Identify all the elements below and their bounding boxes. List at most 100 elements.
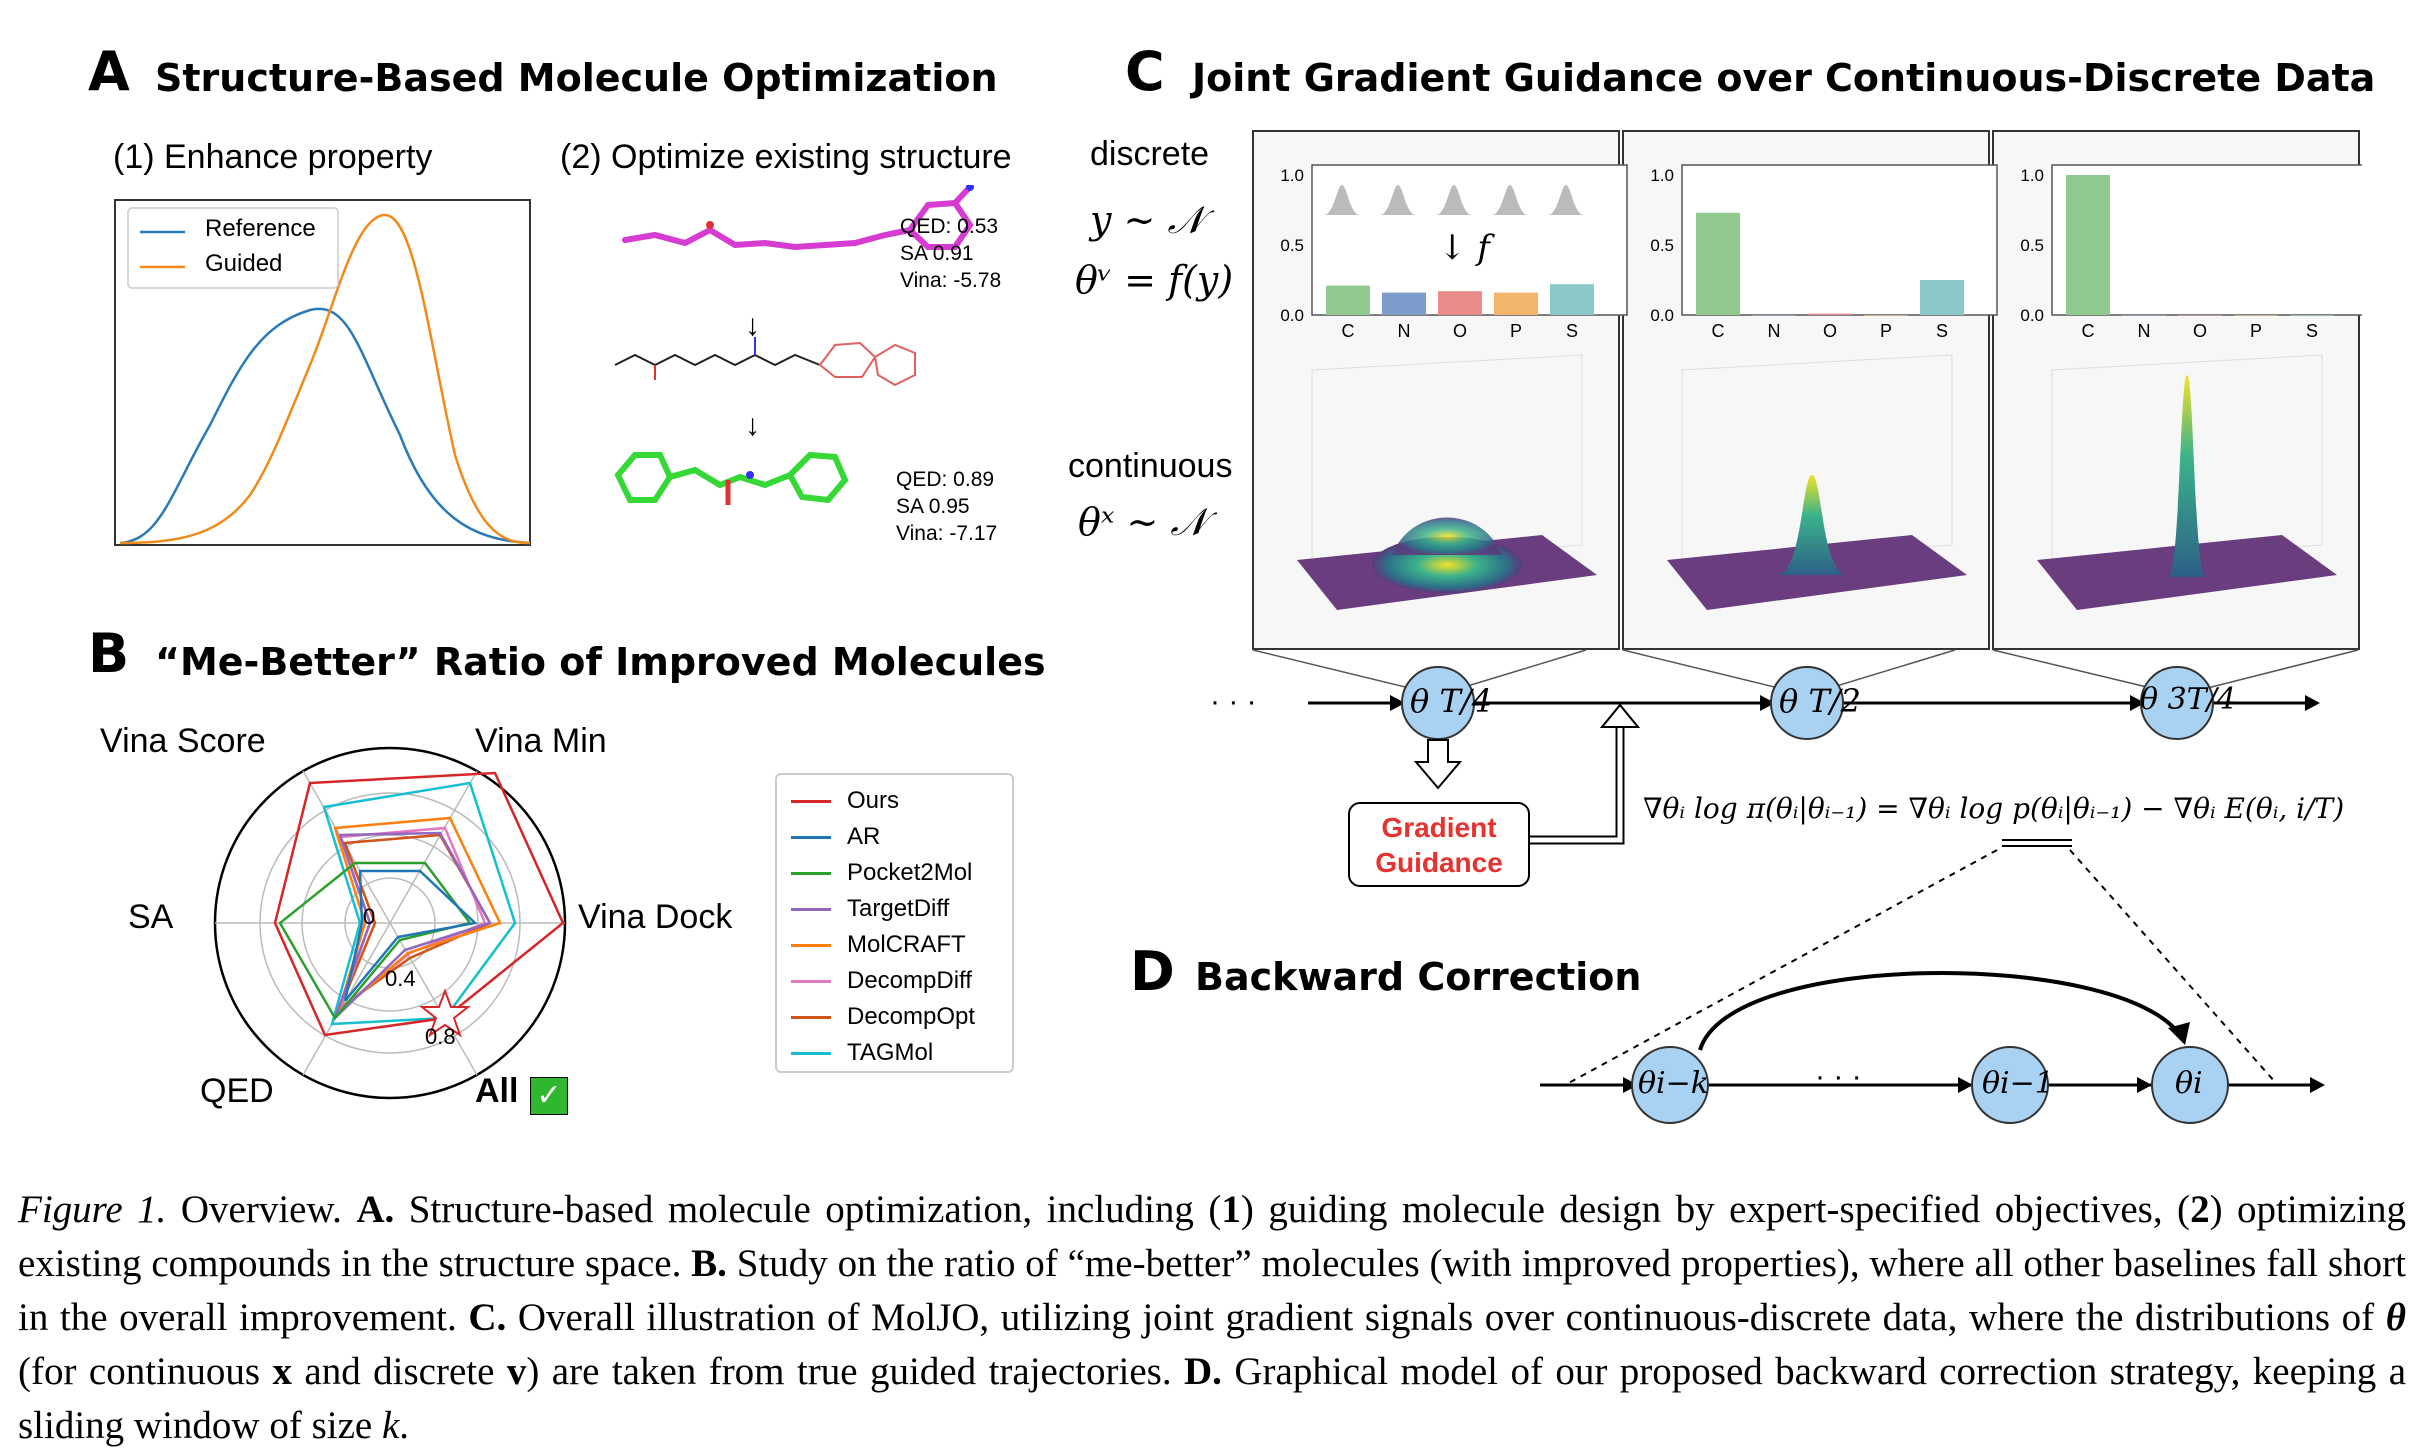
caption-a-label: A. (356, 1188, 395, 1231)
f-mapping-label: ↓ f (1438, 228, 1490, 268)
node-label-t4: θ T/4 (1410, 682, 1492, 720)
bar-S (2290, 315, 2334, 316)
radar-polygon-ar (343, 869, 478, 1002)
caption-a-text: Structure-based molecule optimization, i… (394, 1188, 1222, 1231)
bar-C (1696, 212, 1740, 315)
caption-theta: θ (2385, 1296, 2406, 1339)
gaussian-bumps (1324, 185, 1584, 215)
bar-chart-2: 1.0 0.5 0.0 C N O P S (1650, 164, 1998, 341)
bar-ytick-label: 0.0 (2020, 306, 2044, 325)
bar-ytick-label: 0.5 (1280, 236, 1304, 255)
bar-P (1864, 315, 1908, 316)
radar-polygon-molcraft (333, 816, 502, 1017)
caption-b-label: B. (691, 1242, 727, 1285)
bar-ytick-label: 1.0 (1280, 166, 1304, 185)
bar-N (1752, 315, 1796, 316)
mol1-sa: SA 0.91 (900, 242, 974, 265)
caption-a-text3: ) optimizing existing compounds in the s… (18, 1188, 2406, 1285)
panel-d-letter: D (1130, 940, 1175, 1003)
mol2-vina: Vina: -7.17 (896, 522, 998, 545)
radar-tick-0: 0 (363, 904, 376, 929)
arrow-2: ↓ (745, 409, 760, 442)
mol2-sa: SA 0.95 (896, 495, 970, 518)
legend-guided: Guided (205, 250, 283, 277)
radar-polygon-targetdiff (333, 831, 492, 1019)
node-label-i-1: θi−1 (1982, 1066, 2054, 1101)
ours-star-marker (419, 988, 471, 1038)
panel-a-letter: A (88, 40, 130, 103)
radar-label-vina-min: Vina Min (475, 722, 607, 760)
caption-c-label: C. (468, 1296, 507, 1339)
gradient-guidance-line1: Gradient (1381, 812, 1497, 843)
backward-correction-diagram (1540, 839, 2325, 1124)
bar-O (2178, 315, 2222, 316)
node-theta-i-k (1631, 1046, 1709, 1124)
caption-v: v (506, 1350, 527, 1393)
panel-a-sub2: (2) Optimize existing structure (560, 138, 1012, 176)
continuous-label: continuous (1068, 447, 1233, 485)
bar-chart-3: 1.0 0.5 0.0 C N O P S (2020, 164, 2362, 341)
bar-S (1920, 280, 1964, 315)
radar-label-qed: QED (200, 1072, 274, 1110)
molecule-structures: ↓ ↓ (614, 185, 974, 505)
legend-item-molcraft: MolCRAFT (791, 927, 966, 963)
caption-end: . (399, 1404, 410, 1447)
trajectory-diagram (1252, 649, 2359, 845)
bar-N (1382, 292, 1426, 315)
dashed-line-left (1564, 849, 1998, 1086)
radar-polygon-ours (273, 771, 565, 1037)
mol1-vina: Vina: -5.78 (900, 269, 1002, 292)
bar-ytick-label: 0.0 (1280, 306, 1304, 325)
bar-C (1326, 285, 1370, 315)
bar-C (2066, 175, 2110, 315)
radar-polygon-pocket2mol (278, 861, 473, 1021)
mol2-properties: QED: 0.89 SA 0.95 Vina: -7.17 (896, 466, 997, 547)
eq-y-normal: y ∼ 𝒩 (1090, 198, 1204, 242)
molecule-3-green (614, 451, 849, 504)
gradient-guidance-line2: Guidance (1375, 847, 1503, 878)
bar-category-label: N (1398, 321, 1411, 341)
panel-a-sub1: (1) Enhance property (113, 138, 433, 176)
caption-overview: Overview. (166, 1188, 357, 1231)
radar-label-all: All (475, 1072, 519, 1110)
gradient-guidance-box: Gradient Guidance (1348, 802, 1530, 887)
node-label-t2: θ T/2 (1779, 682, 1861, 720)
caption-d-text: Graphical model of our proposed backward… (18, 1350, 2407, 1447)
node-label-i-k: θi−k (1638, 1066, 1709, 1101)
bar-ytick-label: 0.5 (2020, 236, 2044, 255)
panel-c-letter: C (1125, 40, 1165, 103)
trajectory-dots: · · · (1210, 685, 1257, 718)
density-plot (114, 199, 531, 546)
figure-caption: Figure 1. Overview. A. Structure-based m… (18, 1183, 2406, 1453)
bar-category-label: S (1936, 321, 1948, 341)
legend-item-ar: AR (791, 819, 880, 855)
surface-2 (1667, 354, 1967, 610)
bar-category-label: C (2082, 321, 2095, 341)
continuous-surfaces (1297, 354, 2337, 610)
bar-category-label: O (1453, 321, 1467, 341)
radar-label-vina-score: Vina Score (100, 722, 266, 760)
legend-reference: Reference (205, 215, 316, 242)
node-label-3t4: θ 3T/4 (2140, 682, 2236, 717)
discrete-label: discrete (1090, 135, 1210, 173)
bar-O (1438, 291, 1482, 315)
caption-two: 2 (2190, 1188, 2210, 1231)
arrow-1: ↓ (745, 309, 760, 342)
legend-item-decompopt: DecompOpt (791, 999, 975, 1035)
mol1-qed: QED: 0.53 (900, 215, 999, 238)
eq-theta-v: θᵛ = f(y) (1075, 258, 1234, 302)
bar-category-label: P (1880, 321, 1892, 341)
bar-category-label: O (2193, 321, 2207, 341)
bar-category-label: O (1823, 321, 1837, 341)
bar-charts: 1.0 0.5 0.0 C N O P S 1.0 0.5 0.0 C N O P S 1.0 0.5 0.0 C N O… (1280, 164, 2362, 341)
guided-density-curve (119, 213, 531, 545)
legend-item-ours: Ours (791, 783, 899, 819)
radar-tick-04: 0.4 (385, 966, 416, 991)
node-theta-t2 (1770, 666, 1844, 740)
surface-1 (1297, 354, 1597, 610)
panel-a-title: Structure-Based Molecule Optimization (155, 56, 998, 100)
bar-ytick-label: 1.0 (2020, 166, 2044, 185)
eq-theta-x: θˣ ∼ 𝒩 (1078, 500, 1207, 544)
legend-item-pocket2mol: Pocket2Mol (791, 855, 972, 891)
node-label-i: θi (2175, 1066, 2203, 1101)
